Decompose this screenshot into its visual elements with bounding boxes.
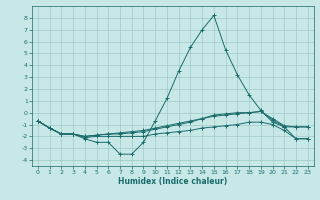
X-axis label: Humidex (Indice chaleur): Humidex (Indice chaleur) xyxy=(118,177,228,186)
